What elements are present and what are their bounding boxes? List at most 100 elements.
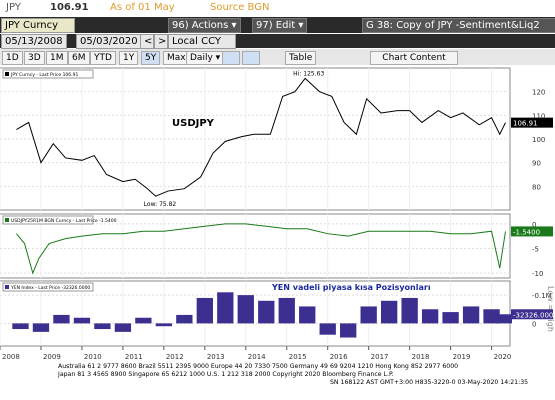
- legend-box: [2, 215, 94, 225]
- bar: [53, 314, 70, 324]
- next[interactable]: >: [154, 34, 168, 49]
- legend-text: USDJPY25R1M BGN Curncy - Last Price -1.5…: [11, 218, 117, 224]
- y-tick-label: -10: [532, 270, 543, 278]
- x-tick-label: 2015: [289, 353, 307, 361]
- x-tick-label: 2014: [248, 353, 266, 361]
- chart-area: 80 90 100 110 120 JPY Curncy - Last Price 106…: [0, 67, 555, 386]
- period-button[interactable]: 3D: [24, 51, 45, 65]
- currency[interactable]: Local CCY: [168, 34, 236, 49]
- bar: [114, 323, 132, 332]
- bar: [12, 323, 29, 330]
- bar: [401, 297, 418, 324]
- frequency[interactable]: Daily ▾: [186, 51, 225, 65]
- bar: [176, 314, 193, 324]
- bar: [299, 306, 316, 324]
- x-tick-label: 2019: [453, 353, 471, 361]
- last-price: -32326.0000: [513, 311, 555, 319]
- period-button[interactable]: 1Y: [119, 51, 139, 65]
- period-button[interactable]: 5Y: [141, 51, 161, 65]
- x-tick-label: 2018: [412, 353, 430, 361]
- tool[interactable]: [242, 51, 260, 65]
- last-price-tag: [511, 226, 553, 237]
- legend-text: YEN Index - Last Price -32326.0000: [10, 285, 90, 291]
- legend-box: [2, 282, 94, 292]
- bar: [196, 297, 213, 324]
- prev[interactable]: <: [140, 34, 154, 49]
- bar: [442, 312, 459, 324]
- y-tick-label: 90: [532, 160, 541, 168]
- footer-line: SN 168122 AST GMT+3:00 H835-3220-0 03-Ma…: [330, 379, 528, 386]
- tool[interactable]: [222, 51, 240, 65]
- y-tick-label: 100: [532, 136, 545, 144]
- x-tick-label: 2010: [84, 353, 102, 361]
- bar: [217, 292, 234, 324]
- last-price-tag: [511, 117, 553, 128]
- bar: [155, 323, 173, 327]
- legend-text: JPY Curncy - Last Price 106.91: [10, 72, 78, 78]
- source: Source BGN: [210, 2, 270, 13]
- period-button[interactable]: 1M: [46, 51, 68, 65]
- bar: [340, 323, 357, 338]
- price: 106.91: [50, 2, 89, 13]
- bar: [495, 314, 513, 324]
- panel-frame: [0, 280, 511, 347]
- y-tick-label: -0.1M: [532, 292, 552, 300]
- bar: [483, 309, 500, 324]
- x-tick-label: 2012: [166, 353, 184, 361]
- legend-swatch: [5, 218, 9, 222]
- table-button[interactable]: Table: [285, 51, 317, 65]
- x-tick-label: 2011: [125, 353, 143, 361]
- chart-content[interactable]: Chart Content: [370, 51, 458, 65]
- last-price: 106.91: [513, 120, 538, 128]
- bar: [360, 306, 377, 324]
- period-button[interactable]: 6M: [68, 51, 90, 65]
- footer-line: Japan 81 3 4565 8900 Singapore 65 6212 1…: [57, 371, 394, 378]
- extreme-label: Low: 75.82: [144, 201, 177, 208]
- legend-swatch: [5, 285, 9, 289]
- bar: [421, 309, 439, 324]
- bar: [32, 323, 50, 332]
- period-bar: 1D 3D 1M 6M YTD 1Y 5Y Max Daily ▾ Table Chart C…: [0, 49, 555, 65]
- x-tick-label: 2017: [371, 353, 389, 361]
- actions-menu[interactable]: 96) Actions ▾: [168, 18, 241, 33]
- bar: [237, 295, 254, 324]
- extreme-label: Hi: 125.63: [293, 70, 324, 77]
- y-tick-label: 80: [532, 183, 541, 191]
- as-of: As of 01 May: [110, 2, 175, 13]
- bar: [380, 300, 398, 324]
- y-tick-label: 110: [532, 112, 545, 120]
- header: JPY 106.91 As of 01 May Source BGN: [0, 0, 555, 16]
- edit-menu[interactable]: 97) Edit ▾: [252, 18, 308, 33]
- axis-note: Low = High: [546, 286, 555, 332]
- y-tick-label: 120: [532, 89, 545, 97]
- footer-line: Australia 61 2 9777 8600 Brazil 5511 239…: [58, 363, 458, 370]
- bar: [278, 297, 295, 324]
- graph-name[interactable]: G 38: Copy of JPY -Sentiment&Liq2: [362, 18, 555, 33]
- date-bar: 05/13/2008 05/03/2020 < > Local CCY: [0, 34, 555, 49]
- legend-box: [2, 69, 94, 79]
- bar: [319, 323, 336, 335]
- bar: [135, 317, 152, 324]
- y-tick-label: -5: [532, 245, 539, 253]
- x-tick-label: 2008: [2, 353, 20, 361]
- toolbar: JPY Curncy 96) Actions ▾ 97) Edit ▾ G 38…: [0, 17, 555, 33]
- x-tick-label: 2009: [43, 353, 61, 361]
- annotation: YEN vadeli piyasa kısa Pozisyonları: [271, 283, 431, 292]
- x-tick-label: 2013: [207, 353, 225, 361]
- series-line: [16, 77, 506, 197]
- end-date[interactable]: 05/03/2020: [76, 34, 142, 49]
- series-line: [16, 223, 506, 275]
- last-price: -1.5400: [513, 228, 540, 236]
- last-price-tag: [511, 309, 553, 320]
- bar: [73, 317, 91, 324]
- annotation: USDJPY: [172, 118, 215, 129]
- legend-swatch: [5, 72, 9, 76]
- period-button[interactable]: YTD: [90, 51, 116, 65]
- x-tick-label: 2020: [494, 353, 512, 361]
- ticker: JPY: [6, 2, 21, 13]
- security-field[interactable]: JPY Curncy: [1, 18, 75, 33]
- start-date[interactable]: 05/13/2008: [1, 34, 67, 49]
- panel-frame: [0, 213, 511, 279]
- period-button[interactable]: 1D: [2, 51, 23, 65]
